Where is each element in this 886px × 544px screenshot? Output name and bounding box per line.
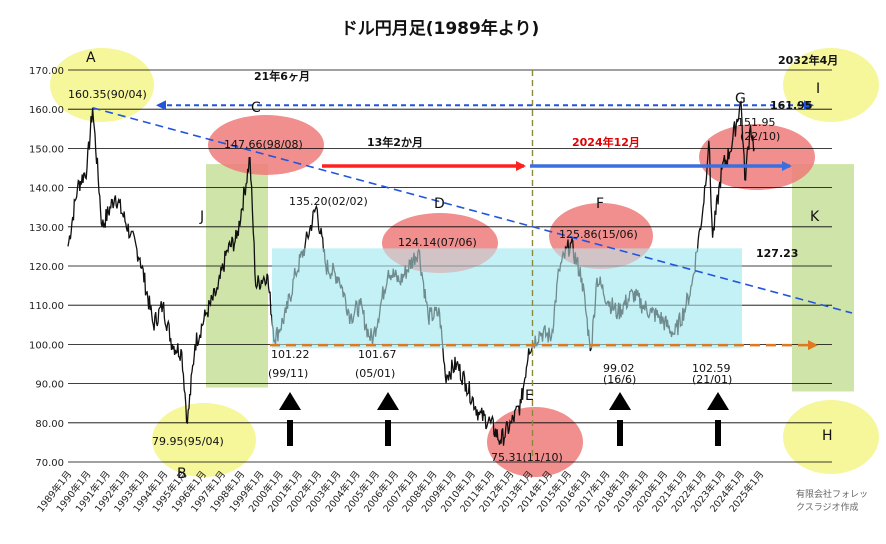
- peak-2024-label: 161.95: [770, 99, 812, 112]
- label-B: B: [177, 466, 187, 482]
- peak-G-date: (22/10): [740, 130, 780, 143]
- low-B-label: 79.95(95/04): [152, 435, 224, 448]
- overlay-layer: [92, 70, 853, 462]
- label-J: J: [199, 209, 204, 225]
- label-K: K: [810, 209, 820, 225]
- dashed-trend-line: [92, 107, 853, 314]
- peak-C-label: 147.66(98/08): [224, 138, 303, 151]
- low-2021-label: 102.59: [692, 362, 731, 375]
- y-tick-label: 90.00: [35, 380, 64, 391]
- credit-line-2: クスラジオ作成: [796, 501, 859, 513]
- label-G: G: [735, 91, 746, 107]
- up-arrow-shaft: [287, 420, 293, 446]
- label-E: E: [525, 388, 534, 404]
- up-arrow-head: [279, 392, 301, 410]
- date-2024-label: 2024年12月: [572, 135, 640, 149]
- y-tick-label: 160.00: [29, 105, 64, 116]
- low-E-label: 75.31(11/10): [491, 451, 563, 464]
- up-arrow-shaft: [385, 420, 391, 446]
- y-tick-label: 100.00: [29, 340, 64, 351]
- span-13y-label: 13年2か月: [367, 135, 423, 149]
- low-2016-date: (16/6): [603, 373, 636, 386]
- label-F: F: [596, 196, 604, 212]
- label-A: A: [86, 50, 96, 66]
- background-layer: [50, 48, 879, 477]
- date-2032-label: 2032年4月: [778, 53, 838, 67]
- peak-A-label: 160.35(90/04): [68, 88, 147, 101]
- red-circle-E: [487, 407, 583, 477]
- green-zone-K: [792, 164, 854, 392]
- red-circle-G: [699, 124, 815, 190]
- yellow-circle-H: [783, 400, 879, 474]
- y-tick-label: 70.00: [35, 458, 64, 469]
- red-circle-C: [208, 115, 324, 175]
- low-2005-label: 101.67: [358, 348, 397, 361]
- low-2021-date: (21/01): [692, 373, 732, 386]
- up-arrow-shaft: [715, 420, 721, 446]
- peak-D-label: 124.14(07/06): [398, 236, 477, 249]
- annotation-layer: A B C D E F G H I J K 160.35(90/04) 79.9…: [68, 50, 868, 513]
- up-arrow-head: [609, 392, 631, 410]
- low-2023-label: 127.23: [756, 247, 798, 260]
- yellow-circle-A: [50, 48, 154, 122]
- y-tick-label: 140.00: [29, 184, 64, 195]
- axis-layer: 70.00 80.00 90.00 100.00 110.00 120.00 130.00 1…: [29, 66, 766, 515]
- credit-line-1: 有限会社フォレッ: [796, 488, 868, 500]
- label-C: C: [251, 100, 261, 116]
- span-21y-label: 21年6ヶ月: [254, 69, 310, 83]
- low-2016-label: 99.02: [603, 362, 635, 375]
- label-H: H: [822, 428, 833, 444]
- up-arrow-head: [707, 392, 729, 410]
- y-tick-label: 80.00: [35, 419, 64, 430]
- y-tick-label: 120.00: [29, 262, 64, 273]
- range-band-overlay: [272, 248, 742, 349]
- y-tick-label: 110.00: [29, 301, 64, 312]
- y-tick-label: 130.00: [29, 223, 64, 234]
- y-tick-label: 150.00: [29, 144, 64, 155]
- chart-title: ドル円月足(1989年より): [341, 18, 540, 39]
- series-layer: [67, 100, 755, 446]
- up-arrow-head: [377, 392, 399, 410]
- peak-F-label: 125.86(15/06): [559, 228, 638, 241]
- y-tick-label: 170.00: [29, 66, 64, 77]
- yellow-circle-B: [152, 403, 256, 477]
- peak-2002-label: 135.20(02/02): [289, 195, 368, 208]
- low-1999-date: (99/11): [268, 367, 308, 380]
- up-arrow-shaft: [617, 420, 623, 446]
- low-2005-date: (05/01): [355, 367, 395, 380]
- label-D: D: [434, 196, 445, 212]
- peak-G-label: 151.95: [737, 116, 776, 129]
- low-1999-label: 101.22: [271, 348, 310, 361]
- label-I: I: [816, 81, 820, 97]
